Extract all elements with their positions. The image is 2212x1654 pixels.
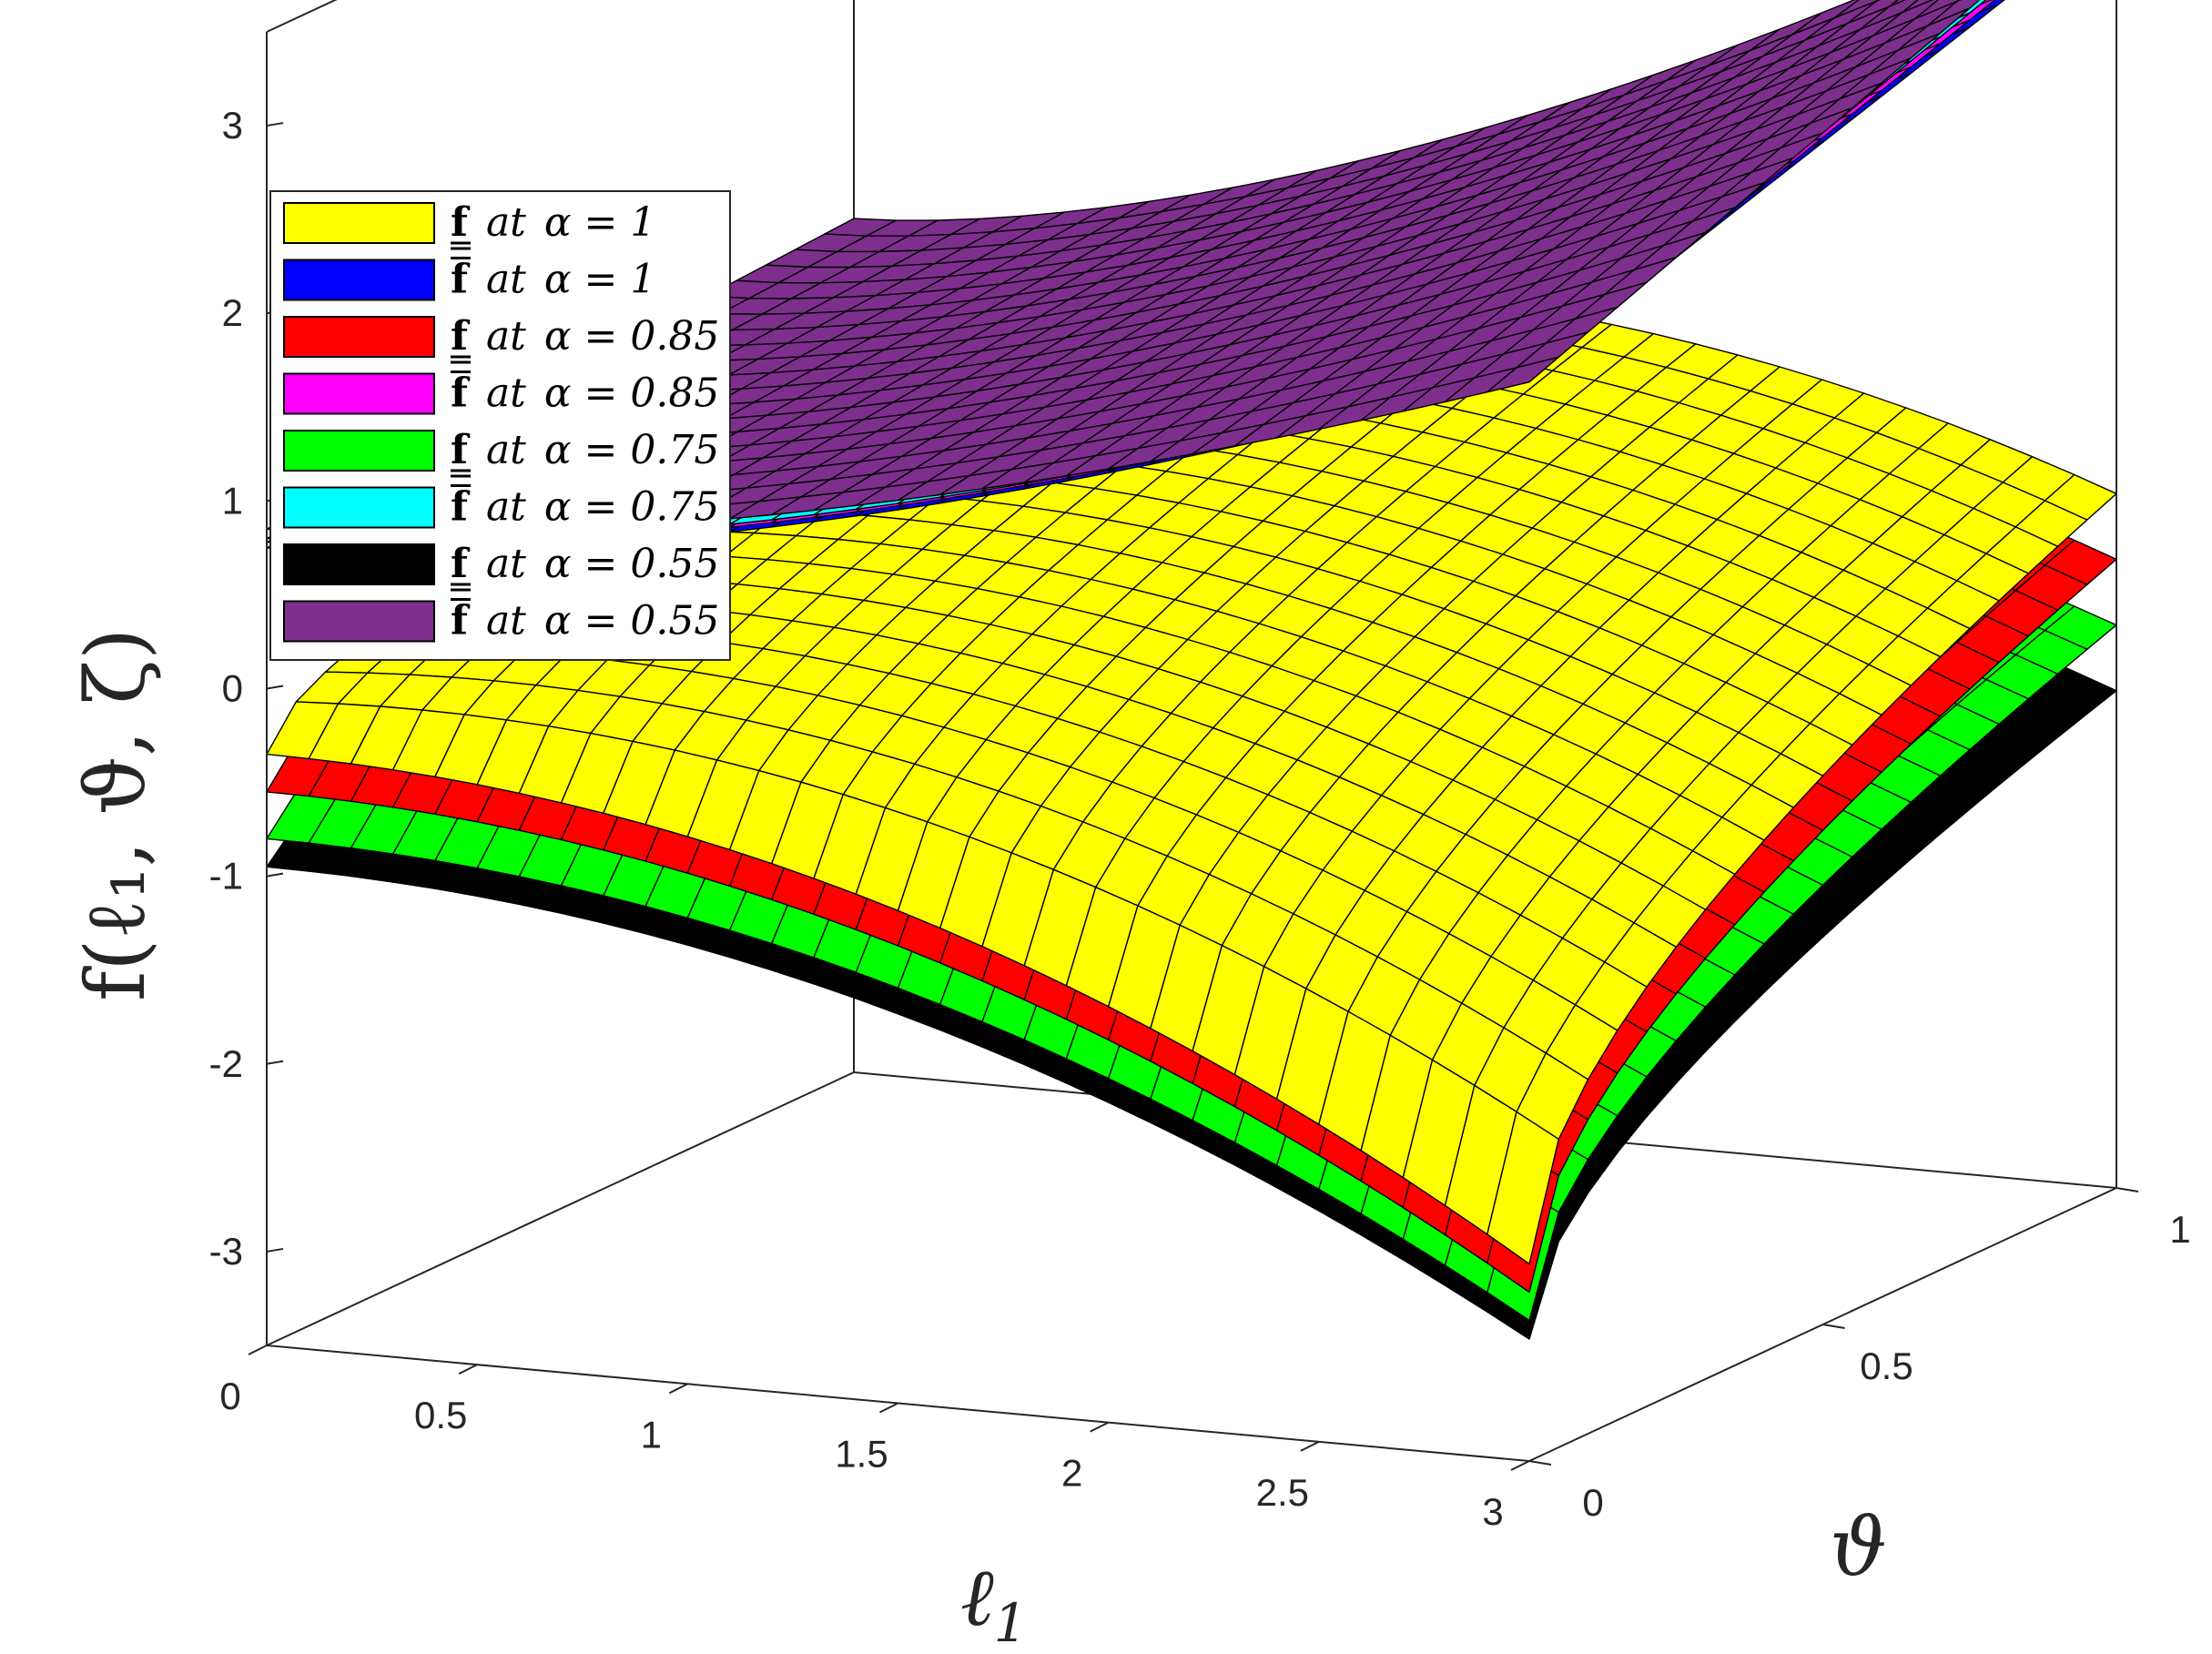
legend-alpha: α = 0.75 [544, 427, 720, 473]
legend-entry-label: f at α = 0.55 [451, 541, 719, 587]
legend-at: at [486, 257, 526, 303]
legend-alpha: α = 0.85 [544, 370, 720, 417]
x-tick [1090, 1421, 1110, 1433]
legend-swatch [283, 372, 435, 415]
x-tick [1300, 1440, 1320, 1452]
x-tick-label: 0.5 [414, 1394, 467, 1436]
legend-swatch [283, 430, 435, 472]
legend-swatch [283, 543, 435, 585]
z-tick-label: 0 [222, 667, 243, 710]
legend-alpha: α = 1 [544, 199, 656, 246]
legend-entry-label: f at α = 0.85 [451, 370, 719, 417]
legend-swatch [283, 600, 435, 643]
x-axis-label: ℓ1 [960, 1550, 1028, 1654]
x-tick [668, 1383, 688, 1395]
legend-fn: f [451, 313, 471, 360]
y-tick [1822, 1324, 1845, 1329]
legend-swatch [283, 202, 435, 244]
surface-lower-1 [266, 279, 2117, 1265]
z-tick [266, 872, 284, 878]
surface-facet [1487, 356, 1560, 393]
x-tick-label: 2.5 [1256, 1471, 1309, 1514]
z-tick-label: 3 [222, 104, 243, 147]
z-tick-label: 2 [222, 291, 243, 334]
legend-at: at [486, 313, 526, 360]
z-tick-label: 1 [222, 479, 243, 522]
x-tick-label: 3 [1482, 1490, 1503, 1533]
legend-fn: f [451, 541, 471, 587]
legend-alpha: α = 0.75 [544, 484, 720, 531]
z-axis-label: f(ℓ₁, ϑ, ζ) [68, 628, 164, 1001]
legend-fn: f [451, 427, 471, 473]
y-tick-label: 0 [1582, 1481, 1603, 1524]
y-axis-label: ϑ [1830, 1500, 1887, 1594]
z-tick [266, 1247, 284, 1253]
legend-at: at [486, 541, 526, 587]
legend-at: at [486, 370, 526, 417]
legend: f at α = 1f at α = 1f at α = 0.85f at α = 0.85f a… [269, 190, 731, 661]
legend-at: at [486, 199, 526, 246]
legend-fn: f [451, 484, 471, 531]
y-tick-label: 1 [2169, 1208, 2190, 1251]
y-tick [2116, 1187, 2139, 1192]
y-tick-label: 0.5 [1860, 1345, 1913, 1387]
z-tick [266, 122, 284, 127]
legend-alpha: α = 0.55 [544, 541, 720, 587]
legend-at: at [486, 427, 526, 473]
legend-fn: f [451, 370, 471, 417]
x-tick [879, 1402, 898, 1414]
legend-alpha: α = 0.85 [544, 313, 720, 360]
x-tick [1510, 1460, 1530, 1471]
legend-swatch [283, 259, 435, 301]
surface-facet [1487, 1111, 1560, 1265]
legend-entry-label: f at α = 0.75 [451, 484, 719, 531]
legend-entry-label: f at α = 1 [451, 199, 655, 246]
z-tick-label: -1 [209, 855, 243, 898]
legend-entry-label: f at α = 0.75 [451, 427, 719, 473]
y-tick [1528, 1460, 1552, 1466]
x-tick [458, 1364, 478, 1375]
z-tick [266, 685, 284, 690]
legend-at: at [486, 484, 526, 531]
legend-entry-label: f at α = 0.85 [451, 313, 719, 360]
legend-entry-label: f at α = 1 [451, 257, 655, 303]
legend-fn: f [451, 199, 471, 246]
legend-alpha: α = 1 [544, 257, 656, 303]
legend-swatch [283, 316, 435, 358]
z-tick-label: -3 [209, 1230, 243, 1273]
x-tick [248, 1345, 268, 1355]
x-tick-label: 0 [219, 1375, 240, 1417]
legend-at: at [486, 598, 526, 644]
box-edge [266, 1071, 855, 1346]
legend-swatch [283, 486, 435, 529]
legend-alpha: α = 0.55 [544, 598, 720, 644]
box-edge [266, 0, 338, 33]
legend-fn: f [451, 598, 471, 644]
z-tick-label: -2 [209, 1042, 243, 1085]
axis-ticks: -3 -2 -1 0 1 2 3 0 0.5 1 1.5 2 2.5 3 0 0.5 1 [209, 104, 2191, 1533]
legend-entry-label: f at α = 0.55 [451, 598, 719, 644]
x-tick-label: 1.5 [835, 1433, 888, 1476]
x-tick-label: 2 [1061, 1452, 1082, 1495]
legend-fn: f [451, 257, 471, 303]
z-tick [266, 1060, 284, 1065]
x-tick-label: 1 [641, 1413, 662, 1456]
